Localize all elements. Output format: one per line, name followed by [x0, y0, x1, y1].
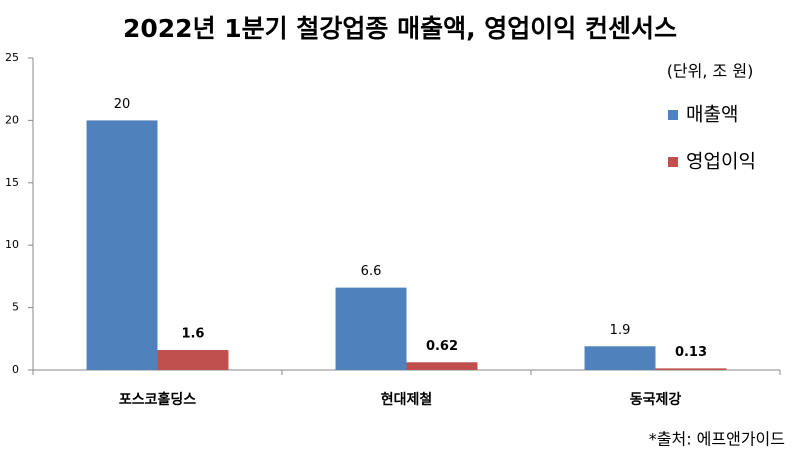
legend-label: 매출액	[686, 104, 738, 126]
legend-swatch	[668, 110, 678, 120]
legend-label: 영업이익	[686, 151, 756, 173]
bar	[655, 368, 727, 370]
x-tick-label: 포스코홀딩스	[119, 391, 196, 408]
y-tick-label: 5	[12, 301, 19, 314]
data-label: 0.62	[426, 339, 458, 354]
y-tick-label: 20	[5, 113, 19, 126]
legend-swatch	[668, 157, 678, 167]
y-tick-label: 10	[5, 238, 19, 251]
chart-title: 2022년 1분기 철강업종 매출액, 영업이익 컨센서스	[123, 14, 677, 43]
data-label: 20	[114, 97, 131, 112]
data-label: 6.6	[361, 264, 382, 279]
data-label: 0.13	[675, 345, 707, 360]
data-label: 1.6	[181, 327, 204, 342]
source-note: *출처: 에프앤가이드	[649, 430, 785, 449]
bar	[157, 350, 229, 370]
unit-note: (단위, 조 원)	[667, 62, 754, 81]
bar	[86, 120, 158, 371]
bar	[406, 362, 478, 370]
x-tick-label: 현대제철	[381, 392, 433, 408]
x-tick-label: 동국제강	[630, 391, 682, 408]
y-tick-label: 15	[5, 176, 19, 189]
y-tick-label: 0	[12, 363, 19, 376]
bar	[584, 346, 656, 370]
data-label: 1.9	[610, 323, 631, 338]
bar	[335, 287, 407, 370]
y-tick-label: 25	[5, 51, 19, 64]
